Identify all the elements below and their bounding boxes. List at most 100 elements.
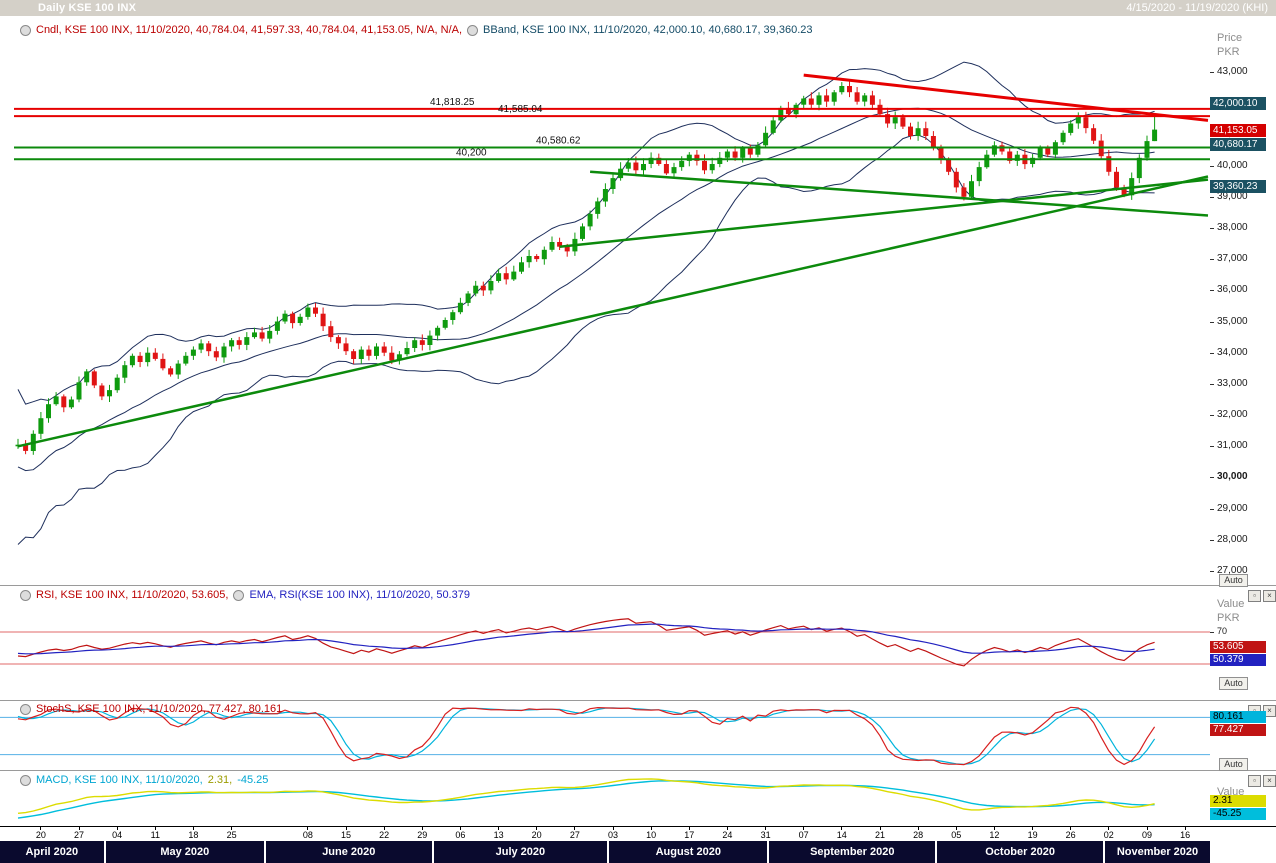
candle[interactable] (53, 396, 59, 405)
candle[interactable] (1136, 157, 1142, 179)
candle[interactable] (511, 271, 517, 280)
candle[interactable] (358, 349, 364, 359)
candle[interactable] (808, 98, 814, 105)
candle[interactable] (1014, 154, 1020, 161)
candle[interactable] (885, 114, 891, 124)
candle[interactable] (412, 340, 418, 348)
bband-series-icon[interactable] (467, 24, 479, 36)
candle[interactable] (404, 348, 410, 355)
macd-legend-text[interactable]: MACD, KSE 100 INX, 11/10/2020, (36, 774, 203, 786)
candle[interactable] (114, 377, 120, 391)
candle[interactable] (732, 151, 738, 158)
candle[interactable] (847, 86, 852, 93)
candle[interactable] (641, 164, 646, 171)
candle[interactable] (915, 128, 921, 136)
candle[interactable] (213, 351, 219, 358)
candle[interactable] (313, 307, 318, 314)
candle[interactable] (625, 162, 631, 169)
candle[interactable] (892, 117, 898, 124)
candle[interactable] (259, 332, 265, 339)
macd-value-text[interactable]: 2.31, (207, 774, 233, 786)
candle[interactable] (274, 321, 280, 331)
candle[interactable] (351, 351, 357, 359)
restore-panel-icon[interactable]: ▫ (1248, 705, 1261, 717)
date-tick-label[interactable]: 06 (455, 830, 466, 840)
candle[interactable] (328, 326, 334, 338)
candle[interactable] (396, 354, 402, 361)
cndl-series-icon[interactable] (20, 24, 31, 36)
candle[interactable] (282, 313, 288, 322)
candle[interactable] (869, 95, 875, 105)
stoch-legend-text[interactable]: StochS, KSE 100 INX, 11/10/2020, 77.427,… (36, 703, 283, 715)
date-tick-label[interactable]: 08 (302, 830, 313, 840)
candle[interactable] (343, 343, 349, 352)
candle[interactable] (61, 396, 67, 408)
macd-series-icon[interactable] (20, 774, 31, 786)
candle[interactable] (252, 332, 257, 338)
rsi-ema-legend-text[interactable]: EMA, RSI(KSE 100 INX), 11/10/2020, 50.37… (249, 589, 470, 601)
candle[interactable] (1037, 148, 1043, 158)
candle[interactable] (435, 327, 441, 336)
candle[interactable] (541, 249, 547, 260)
candle[interactable] (770, 120, 776, 133)
candle[interactable] (633, 162, 639, 171)
candle[interactable] (785, 107, 791, 115)
restore-panel-icon[interactable]: ▫ (1248, 775, 1261, 787)
trendline[interactable] (803, 73, 1209, 122)
date-axis[interactable]: 20 27 04 11 18 25 08 15 22 29 06 13 20 27 03 10 17 24 31 07… (0, 827, 1210, 841)
candle[interactable] (152, 352, 158, 359)
candle[interactable] (122, 365, 128, 378)
candle[interactable] (778, 107, 784, 121)
candle[interactable] (946, 159, 952, 172)
candle[interactable] (816, 95, 822, 105)
candle[interactable] (534, 256, 540, 260)
candle[interactable] (831, 92, 837, 102)
candle[interactable] (862, 95, 868, 102)
date-tick-label[interactable]: 19 (1027, 830, 1038, 840)
date-tick-label[interactable]: 02 (1103, 830, 1114, 840)
date-tick-label[interactable]: 22 (379, 830, 390, 840)
candle[interactable] (854, 92, 860, 102)
candle[interactable] (320, 313, 326, 327)
cndl-legend-text[interactable]: Cndl, KSE 100 INX, 11/10/2020, 40,784.04… (36, 24, 463, 36)
candle[interactable] (366, 349, 372, 356)
candle[interactable] (709, 164, 715, 171)
candle[interactable] (763, 132, 769, 146)
candle[interactable] (801, 98, 807, 105)
candle[interactable] (953, 171, 959, 188)
date-tick-label[interactable]: 21 (874, 830, 885, 840)
candle[interactable] (68, 399, 74, 408)
candle[interactable] (190, 349, 196, 356)
candle[interactable] (1106, 156, 1112, 172)
date-tick-label[interactable]: 03 (607, 830, 618, 840)
rsi-ema-series-icon[interactable] (233, 589, 245, 601)
candle[interactable] (1083, 117, 1089, 129)
candle[interactable] (679, 160, 685, 168)
date-tick-label[interactable]: 16 (1180, 830, 1191, 840)
month-segment[interactable]: November 2020 (1105, 841, 1210, 863)
candle[interactable] (267, 330, 273, 339)
candle[interactable] (427, 335, 433, 345)
candle[interactable] (229, 340, 235, 347)
candle[interactable] (702, 160, 707, 171)
date-tick-label[interactable]: 14 (836, 830, 847, 840)
candle[interactable] (923, 128, 929, 136)
month-segment[interactable]: August 2020 (609, 841, 768, 863)
date-tick-label[interactable]: 04 (112, 830, 123, 840)
candle[interactable] (450, 312, 456, 320)
month-segment[interactable]: October 2020 (937, 841, 1103, 863)
candle[interactable] (694, 154, 700, 161)
bband-legend-text[interactable]: BBand, KSE 100 INX, 11/10/2020, 42,000.1… (483, 24, 813, 36)
candle[interactable] (488, 281, 494, 291)
candle[interactable] (84, 371, 90, 383)
candle[interactable] (419, 340, 425, 345)
candle[interactable] (671, 167, 677, 174)
candle[interactable] (610, 178, 616, 189)
candle[interactable] (206, 343, 212, 352)
candle[interactable] (297, 316, 303, 323)
month-segment[interactable]: September 2020 (769, 841, 936, 863)
date-tick-label[interactable]: 20 (35, 830, 46, 840)
restore-panel-icon[interactable]: ▫ (1248, 590, 1261, 602)
candle[interactable] (747, 148, 753, 155)
candle[interactable] (107, 390, 112, 397)
